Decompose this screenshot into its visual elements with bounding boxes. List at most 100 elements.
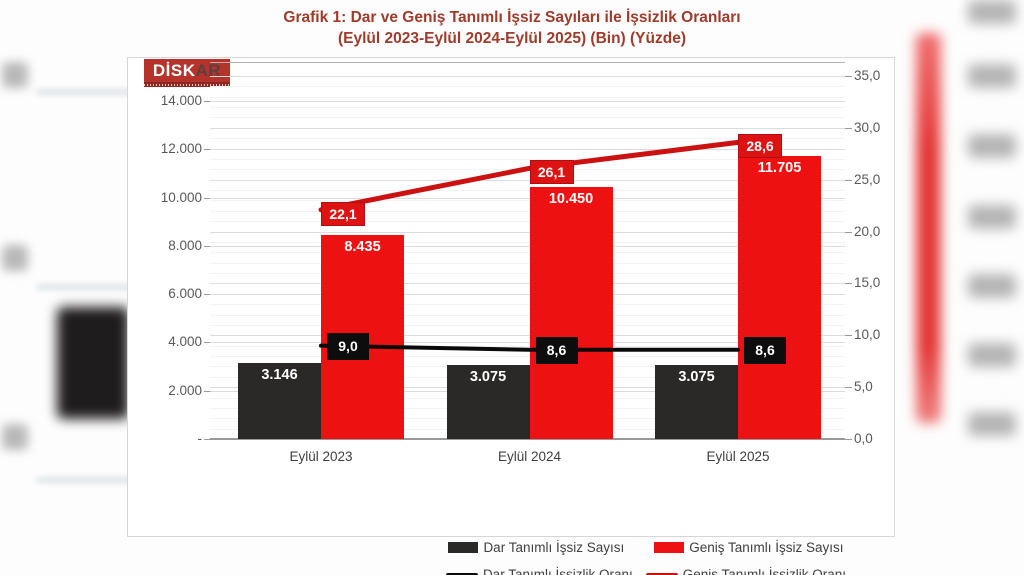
line-value-label-red: 26,1 (529, 160, 574, 185)
blur-artifact-right-label (968, 274, 1016, 298)
minor-gridline (210, 210, 845, 212)
legend-item: Geniş Tanımlı İşsiz Sayısı (654, 540, 844, 555)
bar-dar-tanimli: 3.146 (238, 363, 321, 439)
major-gridline (210, 335, 845, 337)
legend-line-swatch (445, 572, 478, 575)
bar-value-label: 11.705 (757, 160, 802, 177)
minor-gridline (210, 324, 845, 326)
x-axis-label: Eylül 2024 (497, 449, 562, 464)
right-axis-tick (845, 335, 852, 337)
minor-gridline (210, 304, 845, 306)
right-axis-tick (845, 179, 852, 181)
legend-line-swatch (645, 572, 678, 575)
minor-gridline (210, 148, 845, 150)
right-axis-tick-label: 0,0 (854, 431, 873, 446)
right-axis-tick-label: 20,0 (854, 223, 881, 239)
legend-label: Dar Tanımlı İşsizlik Oranı (482, 567, 633, 575)
left-axis-tick-label: - (197, 431, 203, 446)
left-axis-tick-label: 8.000 (168, 237, 202, 253)
bar-value-label: 8.435 (344, 239, 381, 256)
bar-genis-tanimli: 10.450 (529, 186, 613, 439)
right-axis-tick-label: 15,0 (854, 275, 881, 291)
legend-label: Dar Tanımlı İşsiz Sayısı (483, 540, 625, 555)
left-axis-tick (204, 149, 210, 151)
right-axis-tick (845, 231, 852, 233)
bar-genis-tanimli: 11.705 (738, 156, 821, 439)
right-axis-tick (845, 439, 852, 440)
major-gridline (210, 342, 845, 344)
plot-area: 14.000 12.000 10.000 8.000 6.000 4.000 2.000 - 3… (161, 62, 880, 464)
minor-gridline (210, 96, 845, 98)
blur-artifact-dark-bar (57, 307, 129, 419)
major-gridline (210, 245, 845, 247)
major-gridline (210, 101, 845, 102)
minor-gridline (210, 262, 845, 264)
minor-gridline (210, 221, 845, 223)
disk-ar-logo-tagline (144, 82, 230, 87)
blur-artifact-gridline (36, 284, 136, 290)
left-axis-tick-label: 2.000 (168, 382, 202, 398)
right-axis-tick (845, 127, 852, 129)
minor-gridline (210, 117, 845, 119)
left-axis-tick-label: 6.000 (168, 286, 202, 302)
line-value-label-red: 28,6 (738, 134, 782, 159)
legend-row-bars: Dar Tanımlı İşsiz Sayısı Geniş Tanımlı İş… (338, 540, 954, 555)
legend-bar-swatch (448, 542, 479, 553)
blur-artifact-right-label (968, 343, 1016, 367)
blur-artifact-right-label (968, 64, 1016, 88)
blur-artifact-left-label (2, 245, 28, 271)
blur-artifact-right-label (968, 205, 1016, 229)
minor-gridline (210, 190, 845, 192)
blur-artifact-right-label (968, 134, 1016, 158)
minor-gridline (210, 273, 845, 275)
major-gridline (210, 76, 845, 77)
right-axis-tick-label: 25,0 (854, 171, 881, 187)
blur-artifact-left-label (2, 424, 28, 450)
baseline (210, 438, 845, 440)
minor-gridline (210, 356, 845, 358)
minor-gridline (210, 200, 845, 202)
blur-artifact-right-label (968, 412, 1016, 436)
left-axis-tick-label: 14.000 (160, 93, 202, 108)
line-value-label-black: 8,6 (744, 336, 786, 364)
left-axis-tick-label: 10.000 (160, 189, 202, 205)
chart-title-line1: Grafik 1: Dar ve Geniş Tanımlı İşsiz Say… (283, 9, 741, 26)
left-axis-tick (204, 439, 210, 440)
legend-label: Geniş Tanımlı İşsiz Sayısı (689, 540, 844, 555)
x-axis-label: Eylül 2023 (289, 449, 353, 464)
blur-artifact-gridline (36, 477, 136, 483)
legend-row-lines: Dar Tanımlı İşsizlik Oranı Geniş Tanımlı … (338, 567, 954, 575)
right-axis-tick (845, 76, 852, 77)
right-axis-tick-label: 5,0 (854, 379, 873, 395)
major-gridline (210, 179, 845, 181)
bar-dar-tanimli: 3.075 (655, 364, 738, 439)
left-axis-tick (204, 101, 210, 102)
major-gridline (210, 283, 845, 285)
legend-label: Geniş Tanımlı İşsizlik Oranı (682, 567, 847, 575)
major-gridline (210, 197, 845, 199)
left-axis-tick (204, 294, 210, 296)
disk-ar-logo-text: DİSKAR (144, 59, 230, 82)
right-axis-tick (845, 387, 852, 389)
chart-title-line2: (Eylül 2023-Eylül 2024-Eylül 2025) (Bin)… (337, 30, 686, 47)
line-value-label-black: 8,6 (535, 336, 578, 364)
right-axis-tick-label: 35,0 (854, 68, 881, 83)
left-axis-tick (204, 245, 210, 247)
bar-value-label: 3.075 (678, 368, 715, 385)
left-axis-tick-label: 12.000 (160, 141, 202, 157)
bar-value-label: 3.075 (469, 368, 507, 385)
dar-tanimli-oran-line (319, 343, 740, 352)
legend-bar-swatch (654, 542, 685, 553)
left-axis-tick (204, 197, 210, 199)
blur-artifact-left-label (2, 62, 28, 88)
legend-item: Dar Tanımlı İşsiz Sayısı (448, 540, 624, 555)
bar-value-label: 10.450 (548, 190, 594, 207)
minor-gridline (210, 158, 845, 160)
x-axis-label: Eylül 2025 (706, 449, 770, 464)
minor-gridline (210, 86, 845, 88)
line-value-label-red: 22,1 (321, 201, 365, 226)
minor-gridline (210, 314, 845, 316)
legend-item: Geniş Tanımlı İşsizlik Oranı (645, 567, 847, 575)
right-axis-tick (845, 283, 852, 285)
minor-gridline (210, 107, 845, 109)
